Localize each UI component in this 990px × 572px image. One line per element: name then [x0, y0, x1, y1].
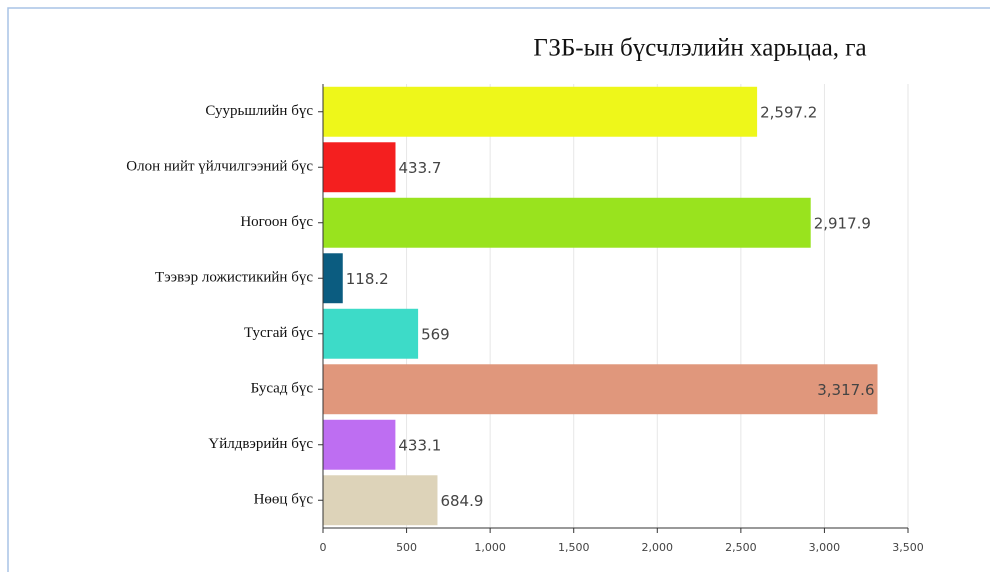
data-label: 569: [421, 325, 450, 343]
y-tick-label: Тээвэр ложистикийн бүс: [155, 270, 313, 286]
x-tick-label: 3,000: [809, 541, 841, 554]
bar: [323, 308, 419, 359]
bar: [323, 419, 396, 470]
bar: [323, 364, 878, 415]
data-label: 2,597.2: [760, 103, 817, 121]
frame: [7, 7, 990, 572]
y-tick-label: Бусад бүс: [251, 381, 314, 397]
y-tick-label: Олон нийт үйлчилгээний бүс: [126, 159, 313, 175]
bar: [323, 475, 438, 526]
y-tick-label: Суурьшлийн бүс: [205, 103, 313, 119]
chart-title: ГЗБ-ын бүсчлэлийн харьцаа, га: [533, 35, 866, 62]
bar: [323, 197, 811, 248]
y-tick-label: Нөөц бүс: [254, 492, 314, 508]
x-tick-label: 3,500: [892, 541, 924, 554]
y-tick-label: Үйлдвэрийн бүс: [208, 436, 313, 452]
bar: [323, 86, 758, 137]
data-label: 118.2: [346, 270, 389, 288]
x-tick-label: 1,500: [558, 541, 590, 554]
y-tick-label: Тусгай бүс: [244, 325, 313, 341]
x-tick-label: 500: [396, 541, 417, 554]
x-tick-label: 2,500: [725, 541, 757, 554]
x-tick-label: 1,000: [474, 541, 506, 554]
x-tick-label: 0: [320, 541, 327, 554]
data-label: 433.1: [398, 436, 441, 454]
data-label: 2,917.9: [814, 214, 871, 232]
bar: [323, 253, 343, 304]
y-tick-label: Ногоон бүс: [240, 214, 313, 230]
data-label: 684.9: [440, 492, 483, 510]
data-label: 3,317.6: [817, 381, 874, 399]
x-tick-label: 2,000: [642, 541, 674, 554]
data-label: 433.7: [398, 159, 441, 177]
bar: [323, 142, 396, 193]
